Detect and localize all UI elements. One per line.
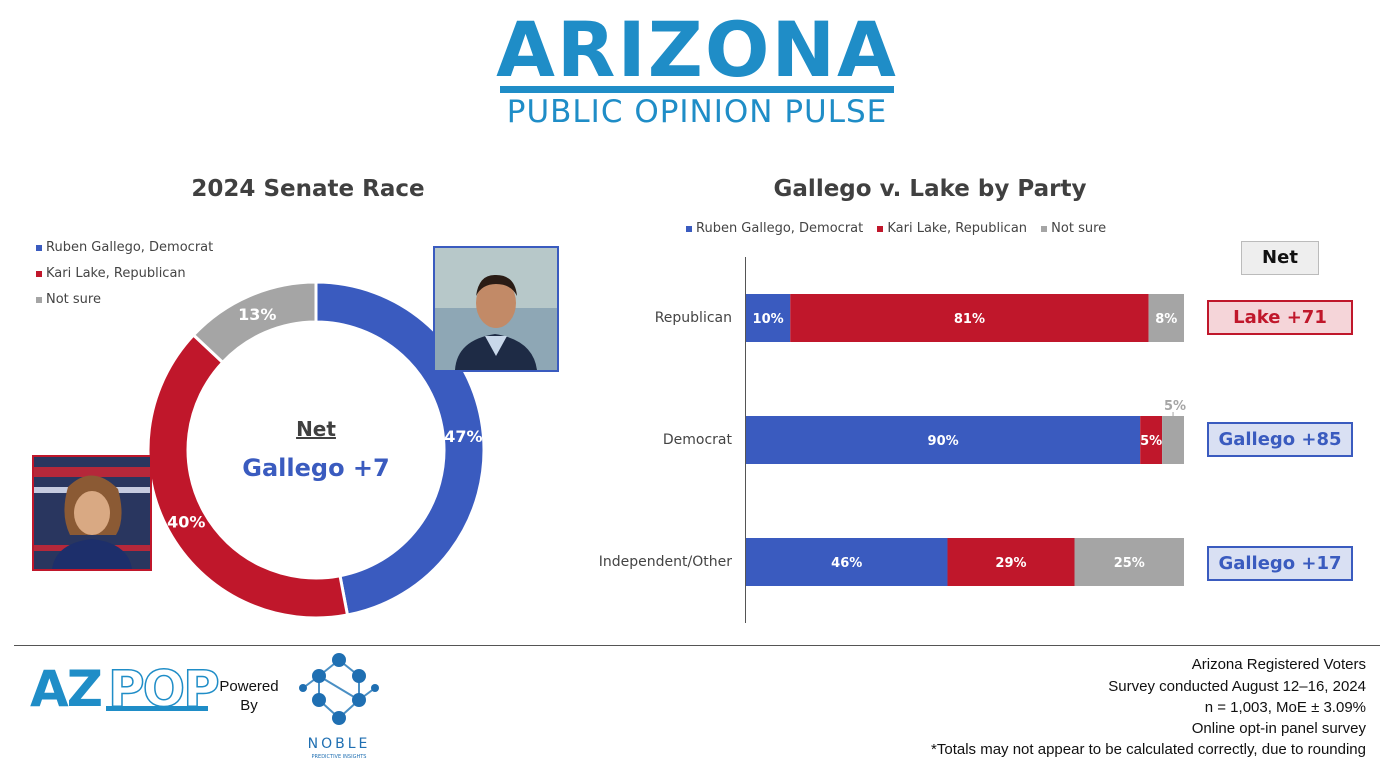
bar-value-label: 5% (1140, 434, 1162, 449)
legend-item-unsure: Not sure (36, 292, 213, 318)
legend-swatch-unsure (1041, 225, 1048, 232)
bar-value-label: 29% (995, 556, 1026, 571)
header-title: Arizona (496, 5, 898, 94)
footer-line-3: n = 1,003, MoE ± 3.09% (1204, 699, 1366, 716)
bar-segment-independent-unsure (1074, 538, 1184, 586)
legend-label: Ruben Gallego, Democrat (46, 240, 214, 255)
bar-value-label: 25% (1114, 556, 1145, 571)
azpop-logo: AZ POP (30, 659, 221, 719)
bar-segment-democrat-gallego (746, 416, 1141, 464)
bar-segment-republican-unsure (1148, 294, 1184, 342)
azpop-logo-az: AZ (30, 660, 103, 718)
powered-by-text: Powered By (214, 677, 284, 715)
legend-item-unsure: Not sure (1041, 221, 1106, 236)
footer-rule (14, 645, 1380, 646)
donut-value-label: 47% (444, 427, 482, 446)
noble-logo-sub: PREDICTIVE INSIGHTS (311, 754, 367, 760)
legend-swatch-rep (36, 270, 42, 277)
net-box-independent: Gallego +17 (1207, 546, 1353, 581)
right-chart-title: Gallego v. Lake by Party (773, 176, 1087, 202)
legend-label: Ruben Gallego, Democrat (696, 221, 864, 236)
legend-label: Kari Lake, Republican (887, 221, 1028, 236)
category-label-republican: Republican (654, 310, 732, 326)
legend-item-gallego: Ruben Gallego, Democrat (36, 240, 213, 266)
bar-segment-republican-lake (790, 294, 1149, 342)
stacked-bar-chart: 10% 81% 8% 90% 5% 5% 46% 29% 25% (746, 294, 1186, 586)
legend-label: Kari Lake, Republican (46, 266, 186, 281)
legend-swatch-unsure (36, 296, 42, 303)
net-box-republican: Lake +71 (1207, 300, 1353, 335)
category-label-independent: Independent/Other (598, 554, 732, 570)
bar-segment-republican-gallego (746, 294, 791, 342)
net-header-box: Net (1241, 241, 1319, 275)
footer-line-4: Online opt-in panel survey (1191, 720, 1366, 737)
net-box-democrat: Gallego +85 (1207, 422, 1353, 457)
footer-line-1: Arizona Registered Voters (1191, 656, 1366, 673)
donut-value-label: 13% (238, 305, 276, 324)
legend-swatch-dem (686, 225, 692, 232)
footer-line-2: Survey conducted August 12–16, 2024 (1108, 678, 1366, 695)
azpop-logo-bar (106, 706, 208, 711)
header-subtitle: PUBLIC OPINION PULSE (506, 94, 888, 130)
powered-by-line-2: By (240, 697, 258, 714)
bar-legend: Ruben Gallego, Democrat Kari Lake, Repub… (686, 219, 1106, 237)
bar-value-label: 81% (954, 312, 985, 327)
gallego-photo (433, 246, 559, 372)
donut-slice-lake (146, 332, 350, 620)
bar-segment-democrat-unsure (1162, 416, 1184, 464)
bar-segment-democrat-lake (1140, 416, 1163, 464)
powered-by-line-1: Powered (219, 678, 279, 695)
bar-value-label: 8% (1155, 312, 1177, 327)
bar-value-label: 10% (753, 312, 784, 327)
legend-label: Not sure (46, 292, 101, 307)
legend-item-gallego: Ruben Gallego, Democrat (686, 221, 867, 236)
net-center-value: Gallego +7 (242, 454, 390, 482)
legend-swatch-dem (36, 244, 42, 251)
bar-segment-independent-lake (947, 538, 1075, 586)
legend-item-lake: Kari Lake, Republican (36, 266, 213, 292)
donut-legend: Ruben Gallego, Democrat Kari Lake, Repub… (36, 240, 213, 318)
donut-value-label: 40% (167, 512, 205, 531)
noble-logo-name: NOBLE (307, 736, 371, 752)
net-center-label: Net (296, 417, 336, 441)
header-rule (500, 86, 894, 93)
legend-swatch-rep (877, 225, 884, 232)
bar-value-label: 46% (831, 556, 862, 571)
lake-photo (32, 455, 152, 571)
footer-line-5: *Totals may not appear to be calculated … (931, 741, 1366, 758)
bar-segment-independent-gallego (746, 538, 948, 586)
left-chart-title: 2024 Senate Race (191, 176, 425, 202)
bar-value-label: 90% (928, 434, 959, 449)
noble-logo-icon (299, 653, 379, 725)
donut-slice-unsure (191, 280, 318, 365)
category-label-democrat: Democrat (662, 432, 732, 448)
bar-axis-line (745, 257, 746, 623)
legend-label: Not sure (1051, 221, 1107, 236)
legend-item-lake: Kari Lake, Republican (877, 221, 1031, 236)
bar-value-label: 5% (1164, 399, 1186, 414)
